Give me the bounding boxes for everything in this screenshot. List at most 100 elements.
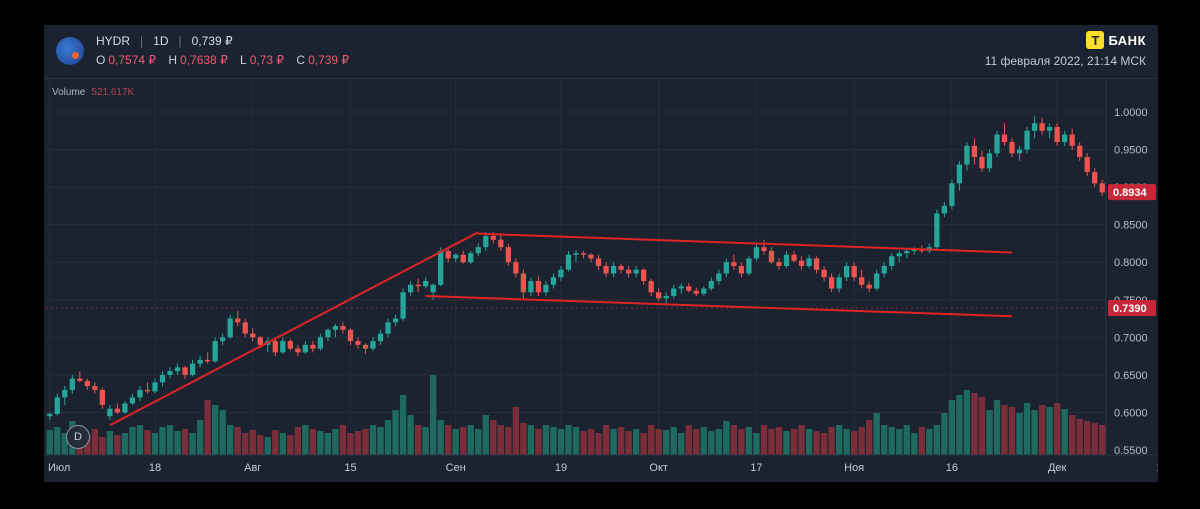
- candle-body: [445, 250, 451, 259]
- candle-body: [543, 284, 549, 293]
- d-badge-button[interactable]: D: [66, 425, 90, 449]
- volume-bar: [956, 395, 963, 455]
- volume-bar: [617, 427, 625, 455]
- candle-body: [107, 408, 113, 417]
- volume-bar: [99, 437, 106, 455]
- candle-body: [69, 378, 75, 390]
- price-badge: [1108, 184, 1156, 201]
- candle-body: [242, 322, 248, 334]
- symbol-ticker[interactable]: HYDR: [96, 34, 131, 48]
- candle-body: [287, 341, 293, 349]
- candle-body: [235, 318, 241, 323]
- volume-bar: [835, 425, 843, 455]
- volume-bar: [632, 429, 640, 455]
- candle-body: [776, 262, 782, 266]
- candle-body: [1024, 130, 1030, 150]
- volume-bar: [362, 429, 369, 455]
- volume-legend: Volume 521.617K: [52, 87, 134, 98]
- volume-bar: [933, 425, 941, 455]
- price-badge-label: 0.8934: [1113, 187, 1148, 199]
- volume-bar: [527, 425, 535, 455]
- volume-value: 521.617K: [91, 87, 135, 98]
- volume-bar: [497, 425, 504, 455]
- volume-bar: [685, 425, 692, 455]
- volume-bar: [715, 429, 722, 455]
- ohlc-open-value: 0,7574 ₽: [108, 53, 157, 67]
- volume-bar: [196, 420, 204, 455]
- candle-body: [889, 256, 895, 266]
- volume-bar: [648, 425, 655, 455]
- candle-body: [595, 258, 602, 266]
- candle-body: [498, 239, 504, 248]
- volume-bar: [302, 425, 309, 455]
- x-tick-label: Июл: [48, 462, 70, 474]
- volume-bar: [407, 415, 414, 455]
- volume-bar: [745, 427, 753, 455]
- candle-body: [54, 397, 60, 414]
- price-chart[interactable]: 1.00000.95000.90000.85000.80000.75000.70…: [44, 25, 1158, 482]
- x-tick-label: Окт: [649, 462, 668, 474]
- candle-body: [220, 337, 226, 342]
- candle-body: [272, 341, 278, 353]
- candle-body: [114, 408, 121, 413]
- price-badge-label: 0.7390: [1113, 303, 1147, 315]
- candle-body: [137, 389, 143, 398]
- volume-bar: [505, 427, 512, 455]
- ohlc-row: O 0,7574 ₽ H 0,7638 ₽ L 0,73 ₽ C 0,739 ₽: [96, 53, 358, 67]
- trend-line: [109, 231, 479, 427]
- candle-body: [355, 341, 361, 345]
- volume-bar: [129, 427, 136, 455]
- x-tick-label: Дек: [1048, 462, 1067, 474]
- candle-body: [340, 326, 346, 330]
- x-tick-label: 19: [1156, 462, 1158, 474]
- candle-body: [475, 247, 481, 254]
- volume-bar: [1038, 405, 1046, 455]
- candle-body: [92, 386, 98, 390]
- candle-body: [686, 286, 692, 291]
- interval-label[interactable]: 1D: [153, 34, 169, 48]
- volume-bar: [768, 429, 775, 455]
- volume-bar: [535, 429, 542, 455]
- volume-bar: [151, 433, 159, 455]
- candle-body: [332, 326, 339, 330]
- candle-body: [716, 273, 722, 281]
- volume-bar: [249, 430, 256, 455]
- volume-bar: [317, 431, 324, 455]
- volume-bar: [1031, 410, 1038, 455]
- volume-bar: [369, 425, 377, 455]
- volume-bar: [610, 429, 617, 455]
- volume-bar: [174, 431, 181, 455]
- candle-body: [227, 318, 233, 338]
- datetime-label: 11 февраля 2022, 21:14 МСК: [984, 54, 1146, 68]
- volume-bar: [430, 375, 437, 455]
- candle-body: [986, 153, 993, 169]
- volume-bar: [377, 427, 384, 455]
- volume-bar: [1001, 405, 1008, 455]
- candle-body: [565, 254, 572, 270]
- volume-bar: [1084, 421, 1091, 455]
- candle-body: [490, 235, 496, 240]
- candle-body: [1092, 172, 1098, 184]
- volume-bar: [572, 427, 580, 455]
- volume-bar: [512, 407, 520, 455]
- volume-bar: [663, 430, 670, 455]
- y-tick-label: 0.6500: [1114, 370, 1148, 382]
- tbank-shield-icon: Т: [1086, 31, 1105, 49]
- candle-body: [392, 318, 399, 323]
- volume-bar: [858, 427, 865, 455]
- candle-body: [513, 262, 519, 274]
- volume-bar: [384, 420, 392, 455]
- candle-body: [182, 367, 188, 375]
- candle-body: [783, 254, 790, 266]
- volume-bar: [219, 410, 226, 455]
- volume-bar: [595, 433, 602, 455]
- ohlc-close-value: 0,739 ₽: [308, 53, 350, 67]
- candle-body: [580, 253, 587, 255]
- candle-body: [633, 269, 639, 274]
- candle-body: [904, 250, 910, 254]
- volume-bar: [708, 431, 715, 455]
- volume-bar: [700, 427, 707, 455]
- volume-bar: [61, 433, 68, 455]
- volume-bar: [1099, 425, 1106, 455]
- volume-bar: [798, 425, 805, 455]
